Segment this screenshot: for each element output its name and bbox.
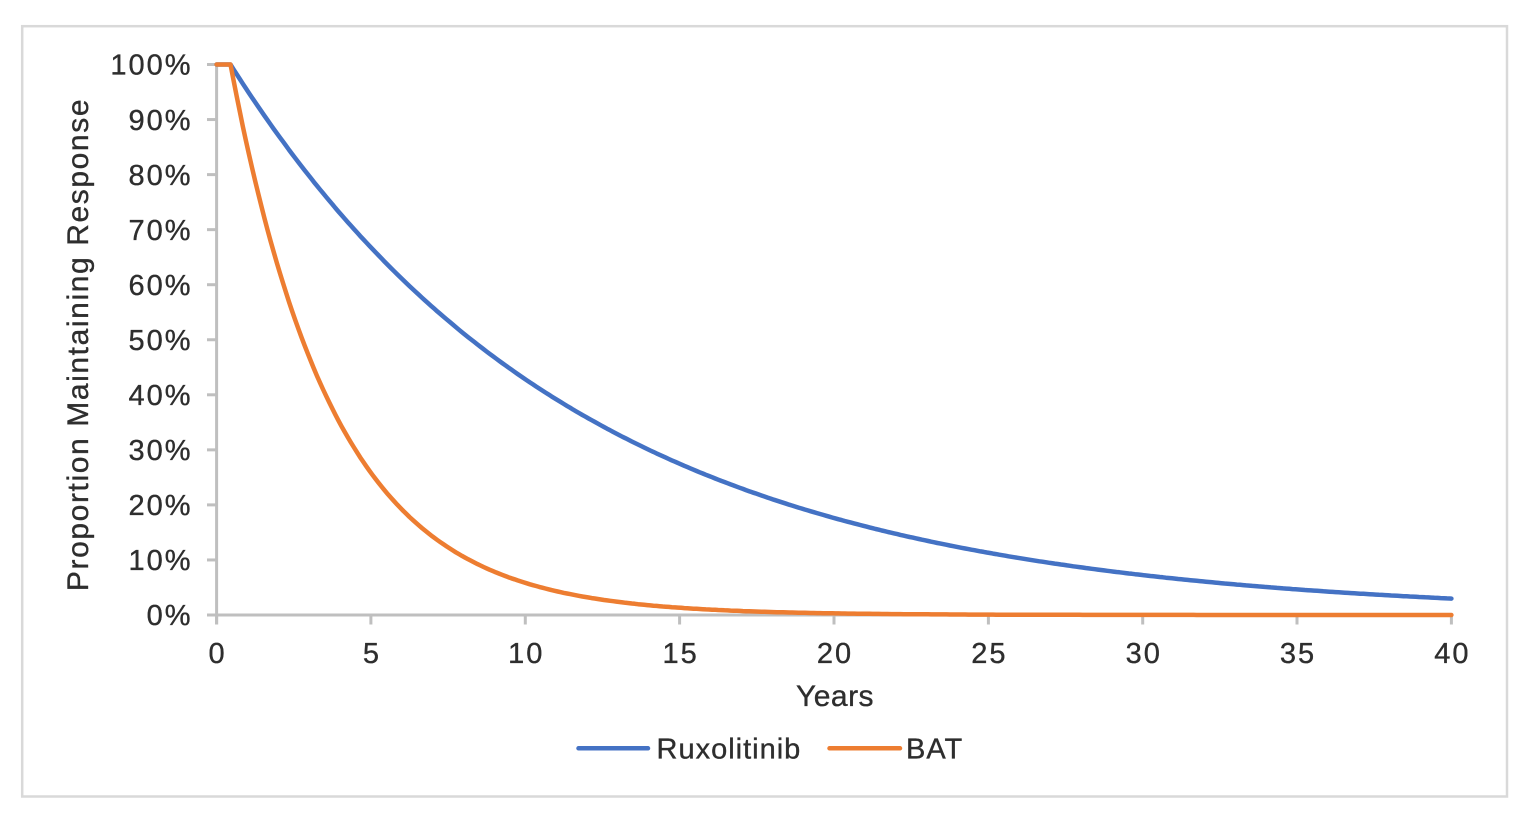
svg-text:25: 25 — [971, 638, 1007, 670]
svg-text:Proportion Maintaining Respons: Proportion Maintaining Response — [62, 98, 95, 591]
svg-text:50%: 50% — [128, 325, 192, 357]
svg-text:BAT: BAT — [906, 734, 963, 766]
svg-text:30%: 30% — [128, 435, 192, 467]
svg-text:100%: 100% — [110, 50, 192, 82]
svg-text:15: 15 — [662, 638, 698, 670]
svg-text:20: 20 — [817, 638, 853, 670]
svg-text:0: 0 — [209, 638, 227, 670]
svg-text:35: 35 — [1280, 638, 1316, 670]
svg-text:60%: 60% — [128, 270, 192, 302]
svg-text:40%: 40% — [128, 380, 192, 412]
svg-text:5: 5 — [363, 638, 381, 670]
svg-text:70%: 70% — [128, 215, 192, 247]
svg-text:40: 40 — [1434, 638, 1470, 670]
svg-text:Years: Years — [796, 680, 874, 713]
svg-text:Ruxolitinib: Ruxolitinib — [657, 734, 802, 766]
svg-text:20%: 20% — [128, 490, 192, 522]
svg-text:30: 30 — [1126, 638, 1162, 670]
svg-text:90%: 90% — [128, 105, 192, 137]
svg-text:10%: 10% — [128, 545, 192, 577]
svg-text:0%: 0% — [147, 600, 193, 632]
svg-text:80%: 80% — [128, 160, 192, 192]
svg-text:10: 10 — [508, 638, 544, 670]
